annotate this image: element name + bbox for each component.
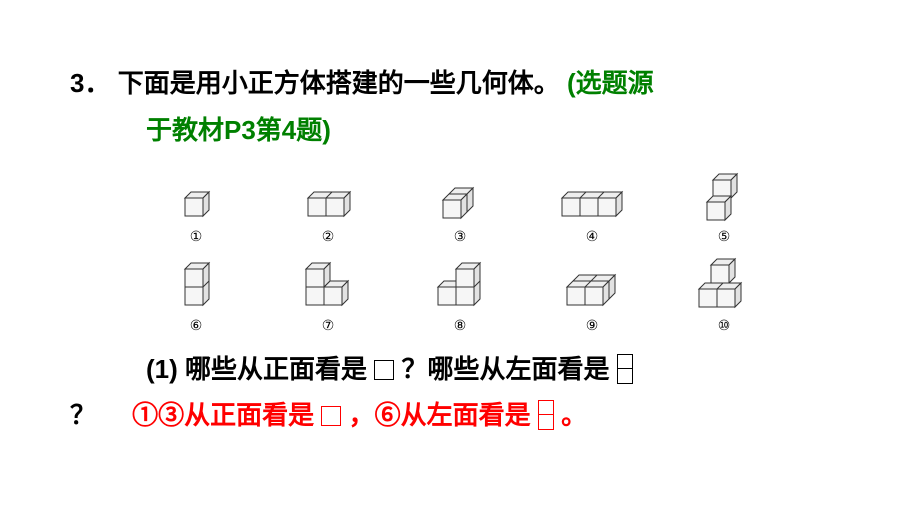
figure-5: ⑤ xyxy=(688,172,760,245)
figure-2: ② xyxy=(292,186,364,245)
figure-area: ① ② xyxy=(70,172,850,334)
question-number: 3． xyxy=(70,68,110,98)
figure-label-2: ② xyxy=(322,228,335,245)
subq-end: ？ xyxy=(70,400,96,430)
figure-label-6: ⑥ xyxy=(190,317,203,334)
figure-7: ⑦ xyxy=(292,257,364,334)
subq-text2: ？哪些从左面看是 xyxy=(402,354,610,384)
figure-9: ⑨ xyxy=(556,267,628,334)
figure-label-1: ① xyxy=(190,228,203,245)
figure-label-9: ⑨ xyxy=(586,317,599,334)
figure-10: ⑩ xyxy=(688,257,760,334)
figure-label-8: ⑧ xyxy=(454,317,467,334)
figure-8: ⑧ xyxy=(424,257,496,334)
question-line1: 3． 下面是用小正方体搭建的一些几何体。 (选题源 xyxy=(70,60,850,107)
cube-solid-6 xyxy=(177,257,215,313)
figure-row-2: ⑥ ⑦ xyxy=(70,257,850,334)
figure-6: ⑥ xyxy=(160,257,232,334)
square-icon-red xyxy=(321,406,341,426)
cube-solid-2 xyxy=(300,186,356,224)
question-source-open: (选题源 xyxy=(567,68,654,98)
question-stem: 下面是用小正方体搭建的一些几何体。 xyxy=(118,68,560,98)
cube-solid-9 xyxy=(561,267,623,313)
cube-solid-4 xyxy=(556,186,628,224)
rect-vertical-icon-red xyxy=(538,400,554,430)
figure-row-1: ① ② xyxy=(70,172,850,245)
figure-label-10: ⑩ xyxy=(718,317,731,334)
figure-3: ③ xyxy=(424,182,496,245)
cube-solid-3 xyxy=(437,182,483,224)
sub-question-1: (1) 哪些从正面看是 ？哪些从左面看是 xyxy=(146,346,850,393)
cube-solid-5 xyxy=(701,172,747,224)
cube-solid-10 xyxy=(693,257,755,313)
figure-1: ① xyxy=(160,186,232,245)
answer-line: ？ ①③从正面看是 ，⑥从左面看是 。 xyxy=(70,392,850,439)
cube-solid-7 xyxy=(300,257,356,313)
square-icon xyxy=(374,360,394,380)
answer-part3: 。 xyxy=(561,400,587,430)
subq-label: (1) xyxy=(146,354,178,384)
figure-label-7: ⑦ xyxy=(322,317,335,334)
answer-part2: ，⑥从左面看是 xyxy=(349,400,531,430)
figure-label-5: ⑤ xyxy=(718,228,731,245)
figure-label-4: ④ xyxy=(586,228,599,245)
cube-solid-1 xyxy=(177,186,215,224)
question-source-line2: 于教材P3第4题) xyxy=(146,107,850,154)
figure-4: ④ xyxy=(556,186,628,245)
subq-text1: 哪些从正面看是 xyxy=(185,354,367,384)
figure-label-3: ③ xyxy=(454,228,467,245)
cube-solid-8 xyxy=(432,257,488,313)
answer-part1: ①③从正面看是 xyxy=(132,400,314,430)
rect-vertical-icon xyxy=(617,354,633,384)
